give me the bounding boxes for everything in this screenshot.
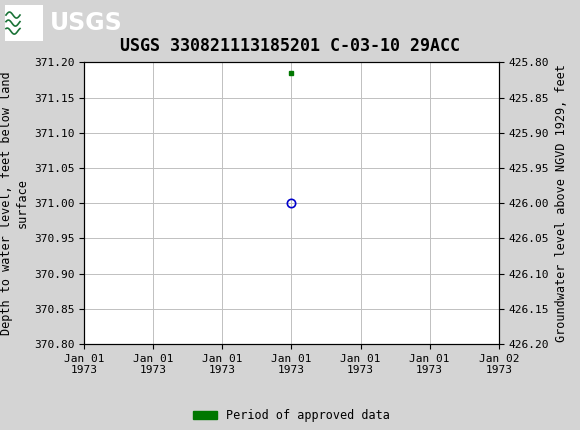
Text: USGS 330821113185201 C-03-10 29ACC: USGS 330821113185201 C-03-10 29ACC [120,37,460,55]
Legend: Period of approved data: Period of approved data [188,404,394,427]
Text: USGS: USGS [50,11,123,35]
Y-axis label: Groundwater level above NGVD 1929, feet: Groundwater level above NGVD 1929, feet [554,64,568,342]
Y-axis label: Depth to water level, feet below land
surface: Depth to water level, feet below land su… [1,71,28,335]
Bar [5,5,43,41]
